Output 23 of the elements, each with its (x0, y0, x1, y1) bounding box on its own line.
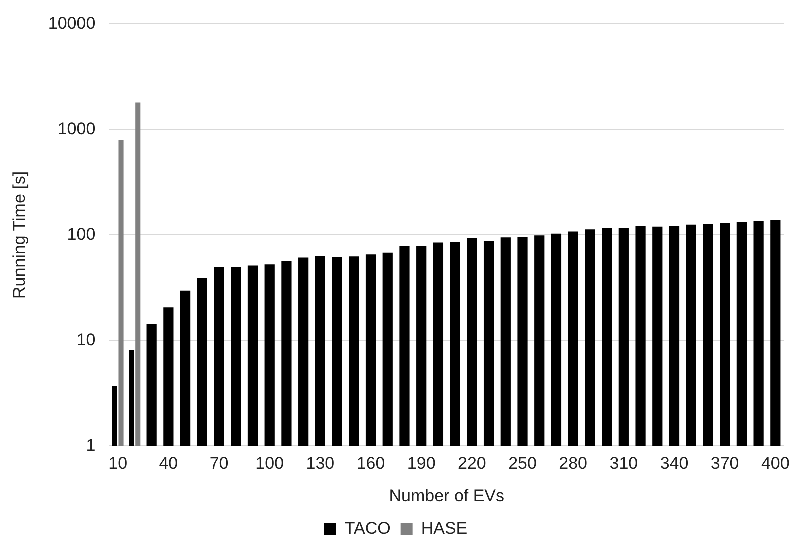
x-tick-label: 250 (508, 454, 537, 474)
x-tick-label: 190 (407, 454, 436, 474)
y-tick-label: 100 (67, 224, 96, 244)
y-tick-label: 10000 (48, 14, 96, 33)
x-tick-label: 220 (458, 454, 486, 474)
legend-label: HASE (421, 519, 468, 538)
x-tick-label: 160 (356, 454, 386, 474)
x-tick-label: 130 (306, 454, 335, 474)
x-tick-label: 280 (559, 454, 588, 474)
x-axis-title: Number of EVs (389, 486, 505, 506)
x-tick-label: 70 (210, 454, 229, 474)
y-axis-title: Running Time [s] (10, 171, 29, 299)
y-tick-label: 1 (86, 436, 96, 455)
legend-label: TACO (344, 519, 391, 538)
x-tick-label: 370 (710, 454, 740, 474)
y-tick-label: 10 (76, 330, 96, 350)
x-tick-label: 100 (256, 454, 284, 474)
x-tick-label: 310 (610, 454, 638, 474)
x-tick-label: 340 (660, 454, 689, 474)
x-tick-label: 10 (108, 454, 128, 474)
y-tick-label: 1000 (58, 119, 96, 138)
x-tick-label: 40 (159, 454, 178, 474)
x-tick-label: 400 (761, 454, 790, 474)
